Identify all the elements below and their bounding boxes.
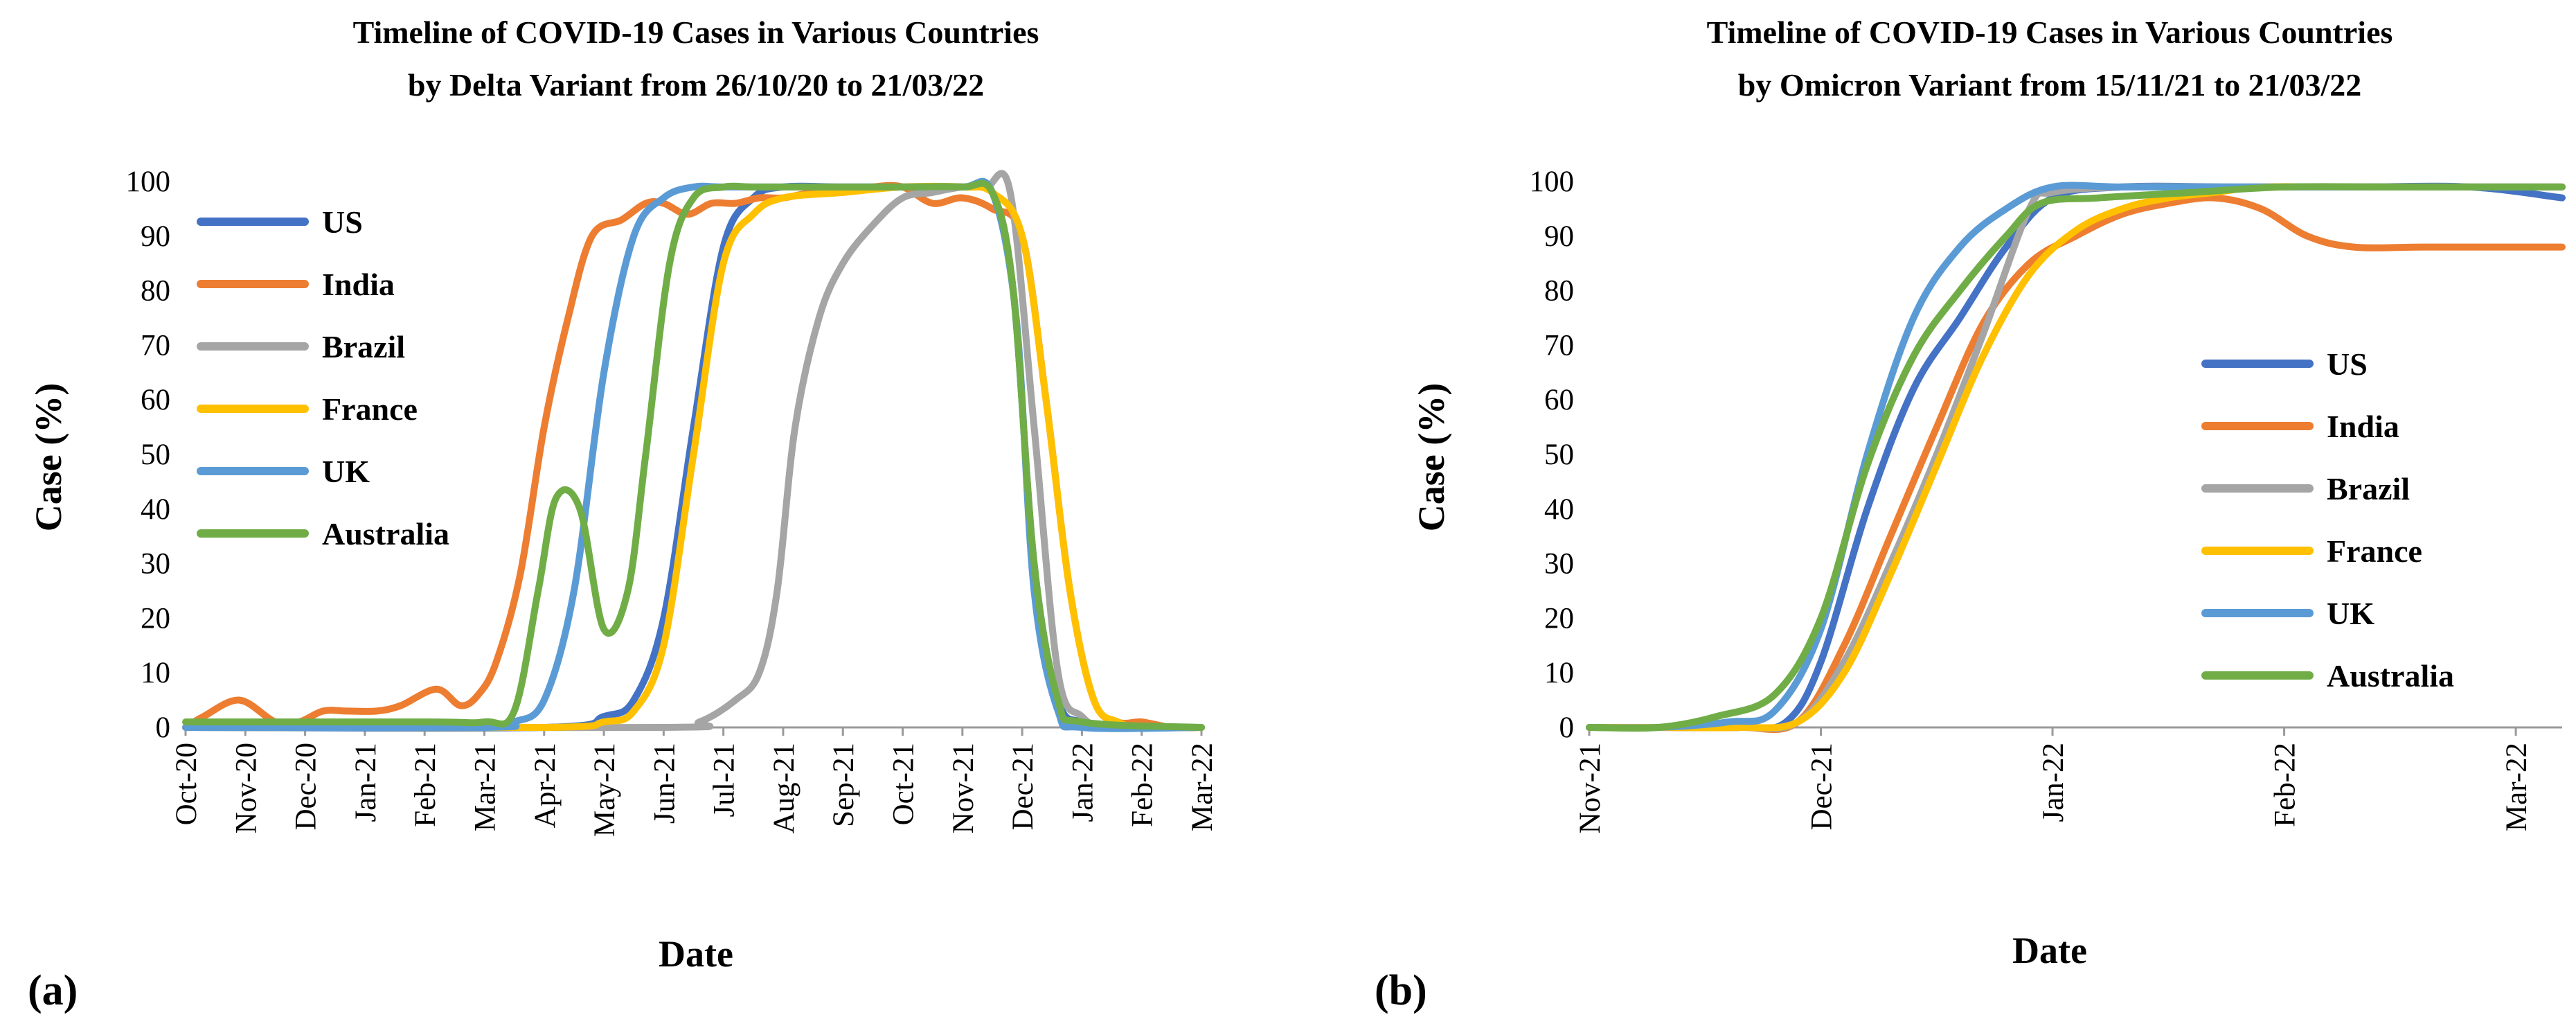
chart-a-y-tick-label: 100 <box>126 166 171 198</box>
chart-a-x-tick-label: Feb-22 <box>1127 743 1159 827</box>
chart-a-x-tick-label: Oct-21 <box>888 743 920 825</box>
chart-a-x-tick-label: Jul-21 <box>708 743 741 817</box>
chart-b-legend-label-brazil: Brazil <box>2327 471 2410 506</box>
chart-a-y-tick-label: 30 <box>141 548 170 581</box>
chart-b-series-india <box>1586 194 2566 734</box>
chart-b-x-tick-label: Jan-22 <box>2037 743 2070 822</box>
chart-b-legend-label-india: India <box>2327 409 2399 444</box>
chart-a-y-tick-label: 40 <box>141 493 170 526</box>
chart-b-y-ticks: 0 10 20 30 40 50 60 70 80 90 100 <box>1530 166 1575 744</box>
chart-a-y-tick-label: 20 <box>141 602 170 635</box>
chart-a-y-tick-label: 90 <box>141 220 170 253</box>
chart-b-y-tick-label: 80 <box>1544 275 1574 308</box>
chart-b-x-tick-label: Mar-22 <box>2501 743 2533 831</box>
chart-a-x-tick-label: Jan-22 <box>1066 743 1099 822</box>
chart-b-series <box>1586 182 2566 734</box>
chart-b-series-uk <box>1586 182 2566 732</box>
chart-a-panel-label: (a) <box>28 967 78 1014</box>
chart-a-legend-label-france: France <box>322 391 418 427</box>
chart-b-title-line-1: Timeline of COVID-19 Cases in Various Co… <box>1707 15 2393 50</box>
chart-b-y-tick-label: 0 <box>1559 711 1575 744</box>
chart-b-x-tick-label: Feb-22 <box>2269 743 2302 827</box>
chart-a-x-tick-label: Apr-21 <box>529 743 562 828</box>
chart-a-x-label: Date <box>659 933 733 975</box>
chart-a-y-tick-label: 80 <box>141 275 170 308</box>
chart-a-x-tick-label: Jan-21 <box>350 743 382 822</box>
chart-a-y-ticks: 0 10 20 30 40 50 60 70 80 90 100 <box>126 166 171 744</box>
chart-b-y-tick-label: 70 <box>1544 329 1574 362</box>
chart-a-x-tick-label: Dec-20 <box>290 743 323 831</box>
chart-panel-b: Timeline of COVID-19 Cases in Various Co… <box>1375 15 2566 1014</box>
chart-a-legend-label-india: India <box>322 267 395 302</box>
chart-a-legend-label-us: US <box>322 204 363 240</box>
chart-a-x-tick-label: Nov-21 <box>947 743 980 833</box>
chart-a-series <box>182 170 1205 732</box>
chart-b-x-ticks: Nov-21 Dec-21 Jan-22 Feb-22 Mar-22 <box>1574 727 2533 833</box>
chart-b-series-us <box>1586 182 2566 732</box>
chart-b-y-tick-label: 20 <box>1544 602 1574 635</box>
chart-b-panel-label: (b) <box>1375 967 1427 1014</box>
chart-a-y-tick-label: 10 <box>141 657 170 689</box>
chart-a-y-tick-label: 50 <box>141 439 170 471</box>
chart-b-legend: US India Brazil France UK Australia <box>2201 346 2454 693</box>
chart-b-y-tick-label: 60 <box>1544 384 1574 416</box>
chart-b-legend-label-france: France <box>2327 533 2422 569</box>
chart-a-y-tick-label: 70 <box>141 329 170 362</box>
chart-b-y-tick-label: 30 <box>1544 548 1574 581</box>
chart-b-y-label: Case (%) <box>1411 383 1452 531</box>
chart-b-series-brazil <box>1586 183 2566 732</box>
chart-b-series-australia <box>1586 183 2566 732</box>
chart-b-y-tick-label: 100 <box>1530 166 1575 198</box>
chart-b-legend-label-australia: Australia <box>2327 658 2454 693</box>
chart-a-series-france <box>182 182 1205 732</box>
chart-a-series-brazil <box>182 170 1205 732</box>
chart-a-y-tick-label: 0 <box>156 711 171 744</box>
chart-a-x-ticks: Oct-20 Nov-20 Dec-20 Jan-21 Feb-21 Mar-21 Apr-… <box>170 727 1219 837</box>
chart-a-legend-label-uk: UK <box>322 454 370 489</box>
chart-a-x-tick-label: Sep-21 <box>828 743 860 827</box>
chart-panel-a: Timeline of COVID-19 Cases in Various Co… <box>28 15 1219 1014</box>
chart-b-x-tick-label: Dec-21 <box>1806 743 1839 831</box>
chart-b-y-tick-label: 90 <box>1544 220 1574 253</box>
chart-a-title-line-2: by Delta Variant from 26/10/20 to 21/03/… <box>408 67 984 103</box>
chart-a-y-label: Case (%) <box>28 383 69 531</box>
chart-b-x-label: Date <box>2012 930 2087 971</box>
chart-a-series-australia <box>182 179 1205 731</box>
chart-b-y-tick-label: 40 <box>1544 493 1574 526</box>
chart-a-title-line-1: Timeline of COVID-19 Cases in Various Co… <box>353 15 1039 50</box>
chart-a-x-tick-label: May-21 <box>589 743 621 837</box>
chart-a-y-tick-label: 60 <box>141 384 170 416</box>
chart-b-y-tick-label: 50 <box>1544 439 1574 471</box>
chart-a-x-tick-label: Nov-20 <box>230 743 262 833</box>
chart-a-legend-label-australia: Australia <box>322 516 449 551</box>
chart-b-series-france <box>1586 183 2566 732</box>
chart-a-x-tick-label: Oct-20 <box>170 743 203 825</box>
chart-b-y-tick-label: 10 <box>1544 657 1574 689</box>
chart-b-legend-label-us: US <box>2327 346 2368 382</box>
chart-a-x-tick-label: Mar-22 <box>1186 743 1219 831</box>
chart-a-legend-label-brazil: Brazil <box>322 329 405 364</box>
chart-b-title-line-2: by Omicron Variant from 15/11/21 to 21/0… <box>1738 67 2361 103</box>
chart-a-legend: US India Brazil France UK Australia <box>197 204 449 551</box>
chart-a-x-tick-label: Aug-21 <box>768 743 800 833</box>
chart-a-x-tick-label: Jun-21 <box>648 743 681 824</box>
chart-a-x-tick-label: Mar-21 <box>469 743 501 831</box>
chart-a-x-tick-label: Dec-21 <box>1007 743 1039 831</box>
chart-b-legend-label-uk: UK <box>2327 596 2374 631</box>
chart-b-x-tick-label: Nov-21 <box>1574 743 1607 833</box>
chart-a-x-tick-label: Feb-21 <box>409 743 442 827</box>
